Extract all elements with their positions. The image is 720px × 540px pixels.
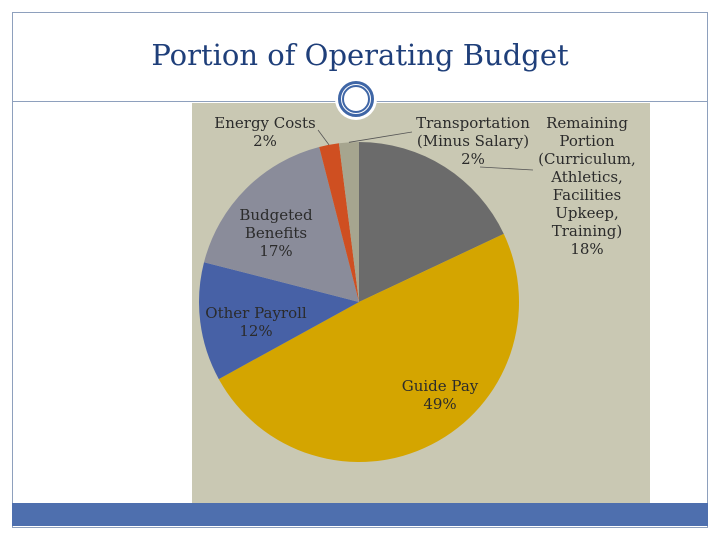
slice-label-other-payroll: Other Payroll 12% <box>205 304 307 340</box>
slide-title: Portion of Operating Budget <box>151 38 569 72</box>
leader-line-energy-costs <box>317 129 330 146</box>
pie-slice-guide-pay <box>218 233 520 463</box>
leader-line-remaining-portion <box>479 166 534 171</box>
leader-line-transportation <box>348 131 413 143</box>
pie-slice-remaining-portion <box>359 142 504 302</box>
slide-frame <box>12 12 708 528</box>
slice-label-transportation: Transportation (Minus Salary) 2% <box>416 114 530 168</box>
pie-slice-transportation <box>338 142 359 302</box>
ring-ornament-inner <box>342 85 370 113</box>
pie-slice-budgeted-benefits <box>204 147 359 302</box>
slice-label-remaining-portion: Remaining Portion (Curriculum, Athletics, Fa… <box>538 114 636 258</box>
slice-label-budgeted-benefits: Budgeted Benefits 17% <box>239 206 313 260</box>
slice-label-guide-pay: Guide Pay 49% <box>402 377 479 413</box>
pie-slice-energy-costs <box>319 143 359 302</box>
footer-bar <box>12 503 708 526</box>
slice-label-energy-costs: Energy Costs 2% <box>214 114 315 150</box>
pie-slice-other-payroll <box>198 262 359 380</box>
